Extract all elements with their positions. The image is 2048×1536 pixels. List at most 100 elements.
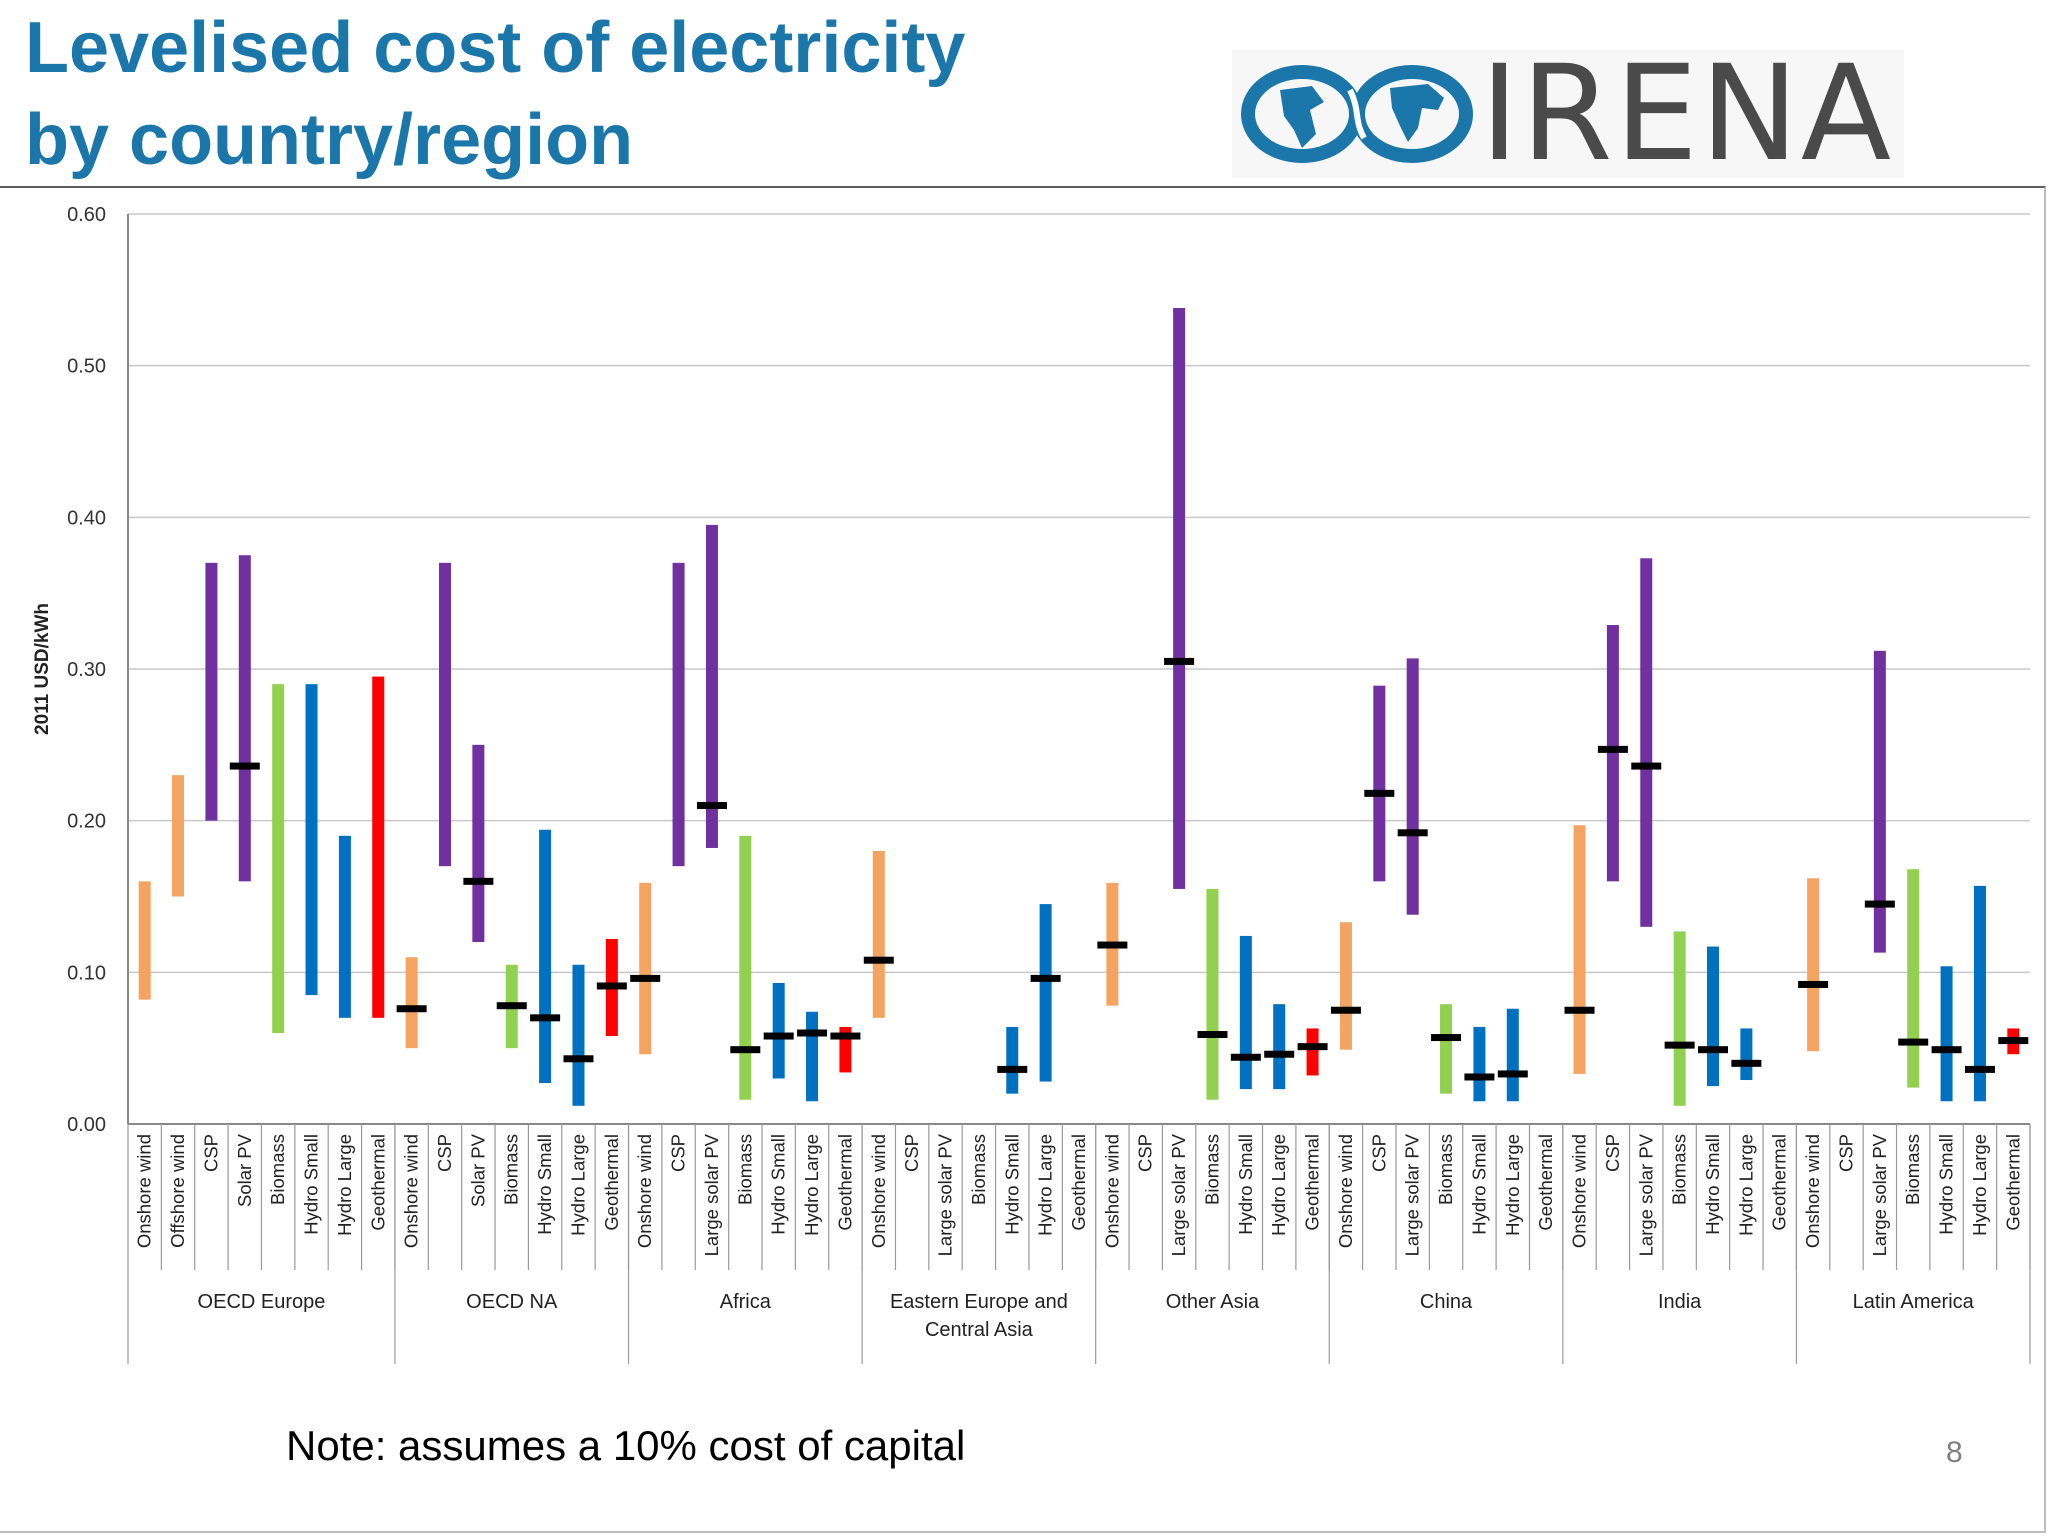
range-bar-oecd-na-onshore-wind	[405, 957, 418, 1049]
x-tick-label: Biomass	[1435, 1134, 1456, 1205]
x-tick-label: Geothermal	[2002, 1134, 2023, 1231]
average-marker-china-hydro-large	[1497, 1070, 1528, 1078]
average-marker-india-hydro-small	[1698, 1046, 1728, 1054]
x-tick-label: Geothermal	[1302, 1134, 1323, 1231]
group-label: Africa	[720, 1291, 772, 1313]
x-tick-label: Onshore wind	[1335, 1134, 1356, 1248]
x-tick-label: Hydro Small	[1001, 1134, 1022, 1235]
average-marker-china-large-solar-pv	[1397, 829, 1428, 837]
x-tick-label: CSP	[200, 1134, 221, 1172]
average-marker-india-csp	[1597, 745, 1628, 753]
average-marker-latin-america-hydro-small	[1931, 1046, 1962, 1054]
range-bar-other-asia-large-solar-pv	[1173, 308, 1186, 889]
x-tick-label: Geothermal	[1535, 1134, 1556, 1231]
x-tick-label: Onshore wind	[634, 1134, 655, 1248]
average-marker-other-asia-geothermal	[1297, 1043, 1328, 1051]
x-tick-label: Onshore wind	[1569, 1134, 1590, 1248]
average-marker-latin-america-biomass	[1898, 1038, 1929, 1046]
x-tick-label: CSP	[1135, 1134, 1156, 1172]
range-bar-other-asia-hydro-small	[1239, 935, 1252, 1090]
average-marker-other-asia-biomass	[1197, 1031, 1228, 1039]
average-marker-other-asia-onshore-wind	[1097, 941, 1128, 949]
range-bar-india-hydro-small	[1707, 946, 1719, 1087]
lcoe-range-chart: 0.00 0.10 0.20 0.30 0.40 0.50 0.60 2011 USD/kWh…	[32, 204, 2031, 1364]
x-tick-label: Biomass	[1902, 1134, 1923, 1205]
range-bar-oecd-na-hydro-large	[572, 964, 585, 1106]
range-bar-africa-large-solar-pv	[705, 524, 718, 848]
range-bar-latin-america-hydro-large	[1973, 885, 1986, 1102]
range-bar-oecd-europe-biomass	[272, 684, 285, 1033]
average-marker-china-onshore-wind	[1330, 1006, 1361, 1014]
average-marker-oecd-na-hydro-large	[563, 1055, 594, 1063]
range-bar-africa-biomass	[739, 835, 752, 1100]
x-tick-label: Onshore wind	[134, 1134, 155, 1248]
x-tick-label: Hydro Large	[1268, 1134, 1289, 1236]
range-bar-china-csp	[1373, 685, 1386, 882]
x-tick-label: Hydro Large	[801, 1134, 822, 1236]
x-tick-label: Geothermal	[1769, 1134, 1790, 1231]
range-bar-africa-hydro-large	[806, 1011, 819, 1102]
y-tick-label: 0.40	[67, 507, 106, 529]
y-tick-label: 0.50	[67, 356, 106, 378]
x-tick-label: Large solar PV	[1635, 1133, 1656, 1256]
average-marker-india-biomass	[1664, 1041, 1695, 1049]
range-bar-africa-onshore-wind	[639, 882, 652, 1055]
range-bar-china-biomass	[1440, 1004, 1453, 1094]
range-bar-india-csp	[1606, 625, 1619, 882]
chart-frame: 0.00 0.10 0.20 0.30 0.40 0.50 0.60 2011 USD/kWh…	[0, 186, 2046, 1533]
range-bar-other-asia-hydro-large	[1273, 1004, 1286, 1090]
x-tick-label: Onshore wind	[1101, 1134, 1122, 1248]
x-tick-label: Biomass	[501, 1134, 522, 1205]
x-tick-label: Hydro Large	[1502, 1134, 1523, 1236]
range-bar-eastern-europe-and-central-asia-hydro-small	[1006, 1026, 1019, 1094]
y-tick-label: 0.60	[67, 204, 106, 226]
range-bar-latin-america-biomass	[1907, 869, 1920, 1088]
range-bar-oecd-europe-geothermal	[372, 676, 385, 1018]
x-tick-label: Hydro Small	[1235, 1134, 1256, 1235]
range-bar-india-onshore-wind	[1573, 825, 1586, 1074]
title-line-1: Levelised cost of electricity	[25, 8, 966, 88]
average-marker-oecd-na-onshore-wind	[396, 1005, 427, 1013]
average-marker-other-asia-hydro-small	[1230, 1053, 1261, 1061]
x-tick-label: Hydro Large	[334, 1134, 355, 1236]
y-tick-label: 0.00	[67, 1114, 106, 1136]
x-tick-label: Solar PV	[467, 1133, 488, 1207]
y-tick-label: 0.30	[67, 659, 106, 681]
x-tick-label: Onshore wind	[868, 1134, 889, 1248]
range-bar-latin-america-onshore-wind	[1807, 878, 1820, 1052]
x-tick-label: Hydro Small	[534, 1134, 555, 1235]
x-tick-label: Geothermal	[367, 1134, 388, 1231]
range-bar-china-onshore-wind	[1339, 922, 1352, 1050]
x-tick-label: Hydro Large	[1969, 1134, 1990, 1236]
x-tick-label: Biomass	[1669, 1134, 1690, 1205]
x-tick-label: Geothermal	[834, 1134, 855, 1231]
average-marker-africa-hydro-small	[763, 1032, 794, 1040]
x-tick-label: Biomass	[1201, 1134, 1222, 1205]
x-tick-label: Large solar PV	[935, 1133, 956, 1256]
page-number: 8	[1946, 1436, 1963, 1469]
x-tick-label: Biomass	[734, 1134, 755, 1205]
x-tick-label: CSP	[1368, 1134, 1389, 1172]
slide-title: Levelised cost of electricity by country…	[25, 2, 965, 186]
range-bar-oecd-europe-hydro-large	[338, 835, 351, 1018]
x-tick-label: Offshore wind	[167, 1134, 188, 1248]
average-marker-oecd-na-geothermal	[596, 982, 627, 990]
range-bar-eastern-europe-and-central-asia-onshore-wind	[872, 851, 885, 1018]
x-tick-label: Hydro Large	[1035, 1134, 1056, 1236]
y-tick-label: 0.20	[67, 811, 106, 833]
range-bar-africa-hydro-small	[772, 982, 785, 1079]
average-marker-africa-onshore-wind	[630, 974, 661, 982]
x-tick-label: Biomass	[968, 1134, 989, 1205]
average-marker-eastern-europe-and-central-asia-hydro-large	[1030, 974, 1061, 982]
average-marker-africa-geothermal	[830, 1032, 861, 1040]
average-marker-africa-biomass	[730, 1046, 761, 1054]
average-marker-oecd-na-hydro-small	[530, 1014, 561, 1022]
average-marker-latin-america-large-solar-pv	[1864, 900, 1895, 908]
range-bar-india-biomass	[1673, 931, 1686, 1106]
irena-logo: IRENA	[1232, 48, 1904, 180]
group-label: Other Asia	[1166, 1291, 1260, 1313]
average-marker-other-asia-hydro-large	[1264, 1050, 1295, 1058]
x-tick-label: Hydro Small	[301, 1134, 322, 1235]
range-bar-india-large-solar-pv	[1640, 558, 1653, 927]
x-tick-label: CSP	[1835, 1134, 1856, 1172]
